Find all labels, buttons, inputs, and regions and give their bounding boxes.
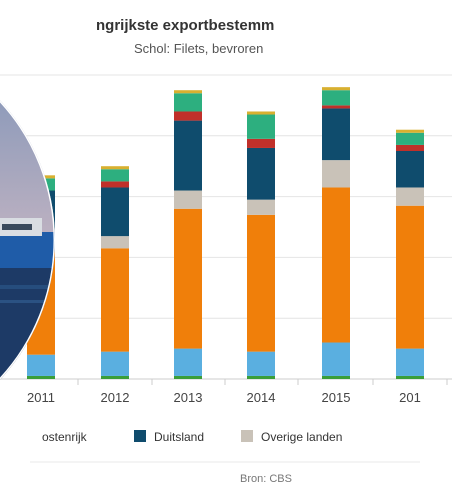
bar-segment: [247, 138, 275, 148]
boat-hull: [0, 232, 55, 272]
chart-title: ngrijkste exportbestemm: [96, 17, 275, 34]
bar-segment: [396, 151, 424, 188]
chart-source: Bron: CBS: [240, 473, 292, 485]
bar-segment: [322, 160, 350, 188]
chart-subtitle: Schol: Filets, bevroren: [134, 41, 264, 56]
bar-segment: [396, 187, 424, 206]
x-tick-label: 2013: [174, 390, 203, 405]
bar-segment: [101, 187, 129, 237]
bar-segment: [101, 166, 129, 170]
x-tick-label: 2012: [101, 390, 130, 405]
bar-segment: [101, 169, 129, 182]
bar-segment: [247, 214, 275, 352]
bar-segment: [322, 105, 350, 109]
bar-segment: [174, 375, 202, 379]
bar-segment: [322, 342, 350, 376]
x-tick-label: 201: [399, 390, 421, 405]
bar-segment: [396, 205, 424, 349]
bar-segment: [174, 120, 202, 191]
bar-segment: [396, 348, 424, 376]
bar-segment: [247, 147, 275, 200]
bar-segment: [396, 375, 424, 379]
bar-segment: [174, 208, 202, 349]
x-tick-label: 2015: [322, 390, 351, 405]
bar-segment: [101, 236, 129, 249]
bar-segment: [101, 375, 129, 379]
legend-label: Duitsland: [154, 430, 204, 444]
bar-segment: [174, 90, 202, 94]
legend-swatch: [134, 430, 146, 442]
bar-segment: [247, 199, 275, 215]
bar-segment: [322, 90, 350, 106]
bar-segment: [396, 144, 424, 151]
bar-segment: [101, 248, 129, 352]
water-ripple: [0, 285, 55, 289]
boat-windows: [2, 224, 32, 230]
bar-segment: [247, 111, 275, 115]
harbor-photo: [0, 35, 55, 445]
legend-label: ostenrijk: [42, 430, 88, 444]
bar-segment: [101, 181, 129, 188]
x-tick-label: 2014: [247, 390, 276, 405]
bar-segment: [27, 354, 55, 376]
legend-label: Overige landen: [261, 430, 342, 444]
bar-segment: [322, 375, 350, 379]
bar-segment: [396, 129, 424, 133]
x-tick-label: 2011: [27, 390, 55, 405]
bar-segment: [396, 132, 424, 145]
bar-segment: [174, 190, 202, 209]
bar-segment: [247, 375, 275, 379]
bar-segment: [27, 375, 55, 379]
legend-swatch: [241, 430, 253, 442]
bar-segment: [174, 93, 202, 112]
water-ripple: [0, 300, 55, 303]
bar-segment: [174, 348, 202, 376]
bar-segment: [101, 351, 129, 376]
bar-segment: [247, 351, 275, 376]
bar-segment: [322, 87, 350, 91]
bar-segment: [174, 111, 202, 121]
bar-segment: [322, 108, 350, 161]
bar-segment: [322, 187, 350, 343]
bar-segment: [247, 114, 275, 139]
